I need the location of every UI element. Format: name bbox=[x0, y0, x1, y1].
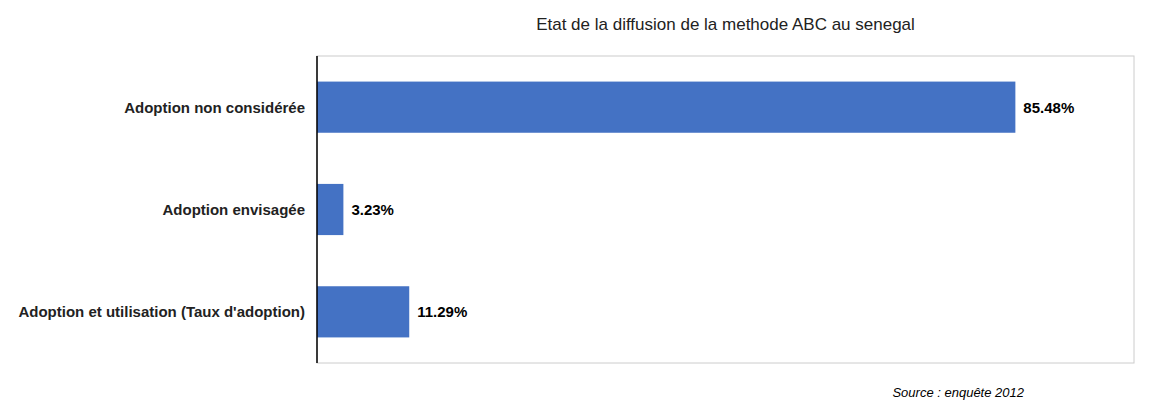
y-tick-label: Adoption non considérée bbox=[124, 99, 305, 116]
zero-line bbox=[316, 56, 318, 363]
bar bbox=[317, 184, 343, 235]
y-tick-label: Adoption envisagée bbox=[162, 201, 305, 218]
title: Etat de la diffusion de la methode ABC a… bbox=[536, 15, 915, 34]
plot-frame bbox=[317, 56, 1134, 363]
data-label: 3.23% bbox=[351, 201, 394, 218]
data-label: 85.48% bbox=[1023, 99, 1074, 116]
bar bbox=[317, 82, 1015, 133]
chart-container: Etat de la diffusion de la methode ABC a… bbox=[0, 0, 1164, 409]
data-label: 11.29% bbox=[417, 303, 467, 320]
bar bbox=[317, 286, 409, 337]
y-tick-label: Adoption et utilisation (Taux d'adoption… bbox=[18, 303, 305, 320]
annotation: Source : enquête 2012 bbox=[892, 385, 1024, 400]
bars bbox=[317, 82, 1015, 338]
chart-svg: Etat de la diffusion de la methode ABC a… bbox=[0, 0, 1164, 409]
